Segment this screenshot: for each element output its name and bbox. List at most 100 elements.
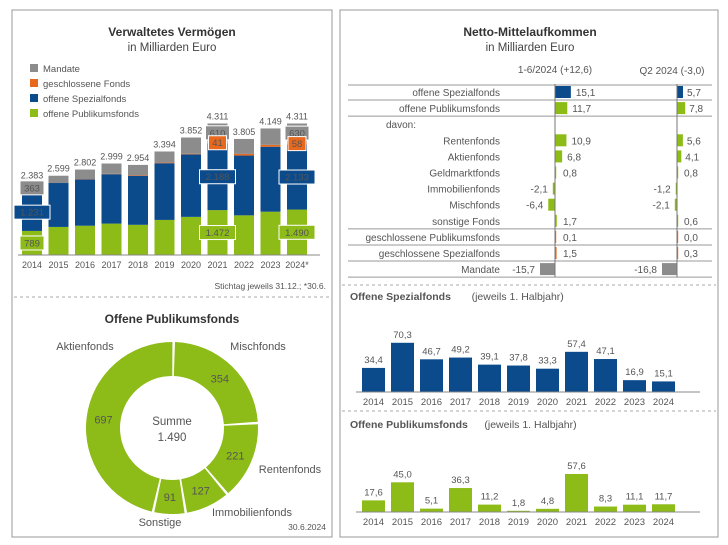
flow-bar (555, 86, 571, 98)
flow-value: 15,1 (576, 88, 596, 99)
data-label-box (19, 180, 45, 196)
stacked-chart-subtitle: in Milliarden Euro (128, 42, 217, 54)
slice-value: 221 (226, 450, 244, 462)
data-label: 1.490 (285, 228, 309, 239)
flow-value: -16,8 (634, 265, 657, 276)
flow-bar (555, 166, 557, 179)
x-tick-label: 2020 (181, 260, 201, 270)
bar-value: 57,6 (567, 461, 586, 472)
flow-value: 0,8 (684, 169, 698, 180)
flow-value: 7,8 (689, 104, 703, 115)
bar (652, 504, 675, 512)
column-header: Q2 2024 (-3,0) (639, 66, 704, 77)
row-label: Immobilienfonds (427, 185, 500, 196)
bar-value: 11,7 (655, 491, 673, 502)
total-label: 4.311 (207, 112, 229, 122)
data-label: 1.231 (20, 208, 44, 219)
bar-segment (75, 169, 95, 180)
x-tick-label: 2022 (595, 517, 616, 528)
slice-value: 697 (94, 415, 112, 427)
row-label: Aktienfonds (448, 152, 500, 163)
data-label-box (287, 136, 307, 152)
bar-chart-title-suffix: (jeweils 1. Halbjahr) (484, 419, 576, 431)
bar (449, 357, 472, 392)
slice-value: 127 (192, 486, 210, 498)
x-tick-label: 2023 (624, 397, 645, 408)
bar (565, 473, 588, 512)
legend-label: offene Publikumsfonds (43, 109, 139, 120)
bar-value: 5,1 (425, 496, 438, 507)
bar-segment (260, 211, 281, 255)
x-tick-label: 2017 (450, 397, 471, 408)
legend-label: Mandate (43, 64, 80, 75)
bar-segment (128, 175, 148, 176)
bar-segment (181, 216, 201, 255)
bar-segment (48, 183, 69, 227)
row-label: Mandate (461, 265, 500, 276)
slice-label: Sonstige (139, 517, 182, 529)
donut-slice (181, 468, 227, 513)
bar-segment (260, 144, 281, 147)
bar-segment (101, 163, 122, 174)
bar-value: 33,3 (538, 356, 557, 367)
flow-value: 11,7 (572, 104, 591, 115)
flow-value: 6,8 (567, 152, 581, 163)
row-label: sonstige Fonds (432, 217, 500, 228)
x-tick-label: 2023 (624, 517, 645, 528)
slice-value: 91 (164, 492, 176, 504)
data-label-box (199, 225, 236, 241)
bar-value: 8,3 (599, 494, 612, 505)
x-tick-label: 2016 (421, 397, 442, 408)
x-tick-label: 2016 (75, 260, 95, 270)
total-label: 2.999 (100, 152, 123, 162)
bar-value: 34,4 (364, 355, 383, 366)
bar-segment (234, 155, 254, 216)
donut-center-value: 1.490 (158, 432, 187, 444)
row-label: Geldmarktfonds (429, 169, 500, 180)
flow-value: 5,6 (687, 136, 701, 147)
bar-value: 11,2 (481, 492, 499, 503)
flow-bar (552, 182, 555, 195)
slice-label: Aktienfonds (56, 341, 114, 353)
x-tick-label: 2015 (48, 260, 68, 270)
data-label: 2.188 (206, 172, 230, 183)
flow-value: -1,2 (654, 185, 672, 196)
x-tick-label: 2022 (234, 260, 254, 270)
bar-value: 39,1 (480, 352, 499, 363)
right-panel (339, 9, 719, 538)
flow-value: 0,8 (563, 169, 577, 180)
bar-segment (154, 163, 175, 220)
flow-bar (677, 230, 679, 243)
x-tick-label: 2021 (207, 260, 227, 270)
bar (623, 504, 646, 512)
flows-subtitle: in Milliarden Euro (486, 42, 575, 54)
total-label: 2.954 (127, 153, 150, 163)
x-tick-label: 2024 (653, 397, 674, 408)
flow-bar (555, 150, 563, 163)
flows-title: Netto-Mittelaufkommen (463, 25, 596, 39)
row-label: offene Publikumsfonds (399, 104, 500, 115)
bar-segment (128, 224, 148, 255)
data-label-box (278, 169, 316, 185)
bar-value: 15,1 (654, 368, 673, 379)
bar-segment (234, 138, 254, 154)
flow-value: 10,9 (571, 136, 591, 147)
flow-bar (662, 263, 677, 276)
flow-value: 1,5 (563, 249, 577, 260)
flow-bar (548, 198, 555, 211)
x-tick-label: 2024* (285, 260, 309, 270)
bar (478, 504, 501, 512)
flow-value: 4,1 (685, 152, 699, 163)
total-label: 3.394 (153, 139, 176, 149)
data-label: 1.472 (206, 228, 230, 239)
flow-bar (677, 134, 683, 147)
bar (623, 380, 646, 392)
bar-value: 16,9 (625, 367, 644, 378)
bar (420, 508, 443, 512)
bar (449, 488, 472, 512)
bar-value: 47,1 (596, 346, 615, 357)
legend-swatch (30, 64, 38, 72)
bar-value: 4,8 (541, 496, 554, 507)
legend-swatch (30, 109, 38, 117)
